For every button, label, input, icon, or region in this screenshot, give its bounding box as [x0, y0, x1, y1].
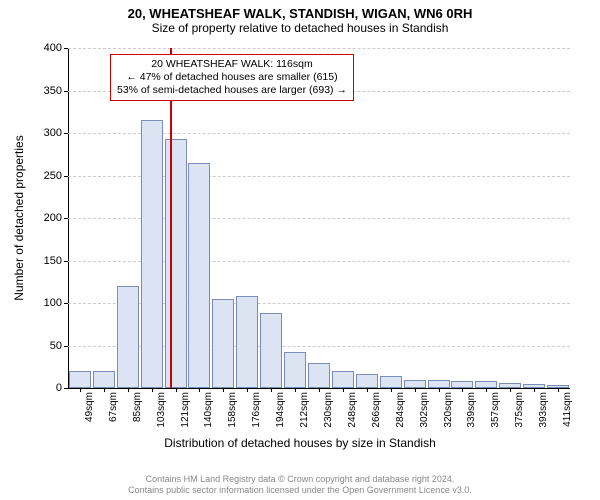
xtick-mark [462, 388, 463, 392]
xtick-label: 121sqm [180, 392, 191, 428]
bar [165, 139, 187, 388]
footer-line-2: Contains public sector information licen… [0, 485, 600, 496]
bar [141, 120, 163, 388]
gridline [68, 48, 570, 50]
xtick-label: 339sqm [466, 392, 477, 428]
bar [475, 381, 497, 388]
xtick-label: 248sqm [347, 392, 358, 428]
xtick-label: 375sqm [514, 392, 525, 428]
ytick-label: 200 [22, 212, 62, 224]
xtick-label: 176sqm [251, 392, 262, 428]
bar [404, 380, 426, 389]
bar [428, 380, 450, 389]
xtick-mark [343, 388, 344, 392]
bar [332, 371, 354, 388]
bar [212, 299, 234, 388]
xtick-label: 357sqm [490, 392, 501, 428]
xtick-label: 266sqm [371, 392, 382, 428]
xtick-label: 320sqm [443, 392, 454, 428]
ytick-label: 150 [22, 255, 62, 267]
xtick-mark [534, 388, 535, 392]
xtick-label: 411sqm [562, 392, 573, 427]
xtick-label: 393sqm [538, 392, 549, 428]
xtick-mark [128, 388, 129, 392]
chart-area: 05010015020025030035040049sqm67sqm85sqm1… [68, 48, 570, 388]
xtick-label: 103sqm [156, 392, 167, 428]
chart-title: 20, WHEATSHEAF WALK, STANDISH, WIGAN, WN… [0, 0, 600, 21]
xtick-label: 284sqm [395, 392, 406, 428]
annotation-line-1: 20 WHEATSHEAF WALK: 116sqm [117, 58, 347, 71]
ytick-label: 400 [22, 42, 62, 54]
xtick-mark [510, 388, 511, 392]
chart-subtitle: Size of property relative to detached ho… [0, 21, 600, 37]
xtick-mark [176, 388, 177, 392]
ytick-mark [64, 346, 68, 347]
xtick-mark [199, 388, 200, 392]
ytick-mark [64, 48, 68, 49]
ytick-label: 0 [22, 382, 62, 394]
xtick-label: 230sqm [323, 392, 334, 428]
footer-attribution: Contains HM Land Registry data © Crown c… [0, 474, 600, 497]
bar [117, 286, 139, 388]
bar [356, 374, 378, 388]
xtick-mark [486, 388, 487, 392]
bar [308, 363, 330, 389]
xtick-mark [247, 388, 248, 392]
ytick-mark [64, 261, 68, 262]
xtick-mark [295, 388, 296, 392]
annotation-line-3: 53% of semi-detached houses are larger (… [117, 84, 347, 97]
xtick-label: 212sqm [299, 392, 310, 428]
xtick-mark [415, 388, 416, 392]
footer-line-1: Contains HM Land Registry data © Crown c… [0, 474, 600, 485]
ytick-label: 300 [22, 127, 62, 139]
bar [284, 352, 306, 388]
bar [93, 371, 115, 388]
xtick-label: 49sqm [84, 392, 95, 422]
xtick-label: 85sqm [132, 392, 143, 422]
ytick-mark [64, 133, 68, 134]
bar [188, 163, 210, 388]
bar [260, 313, 282, 388]
xtick-mark [104, 388, 105, 392]
ytick-mark [64, 91, 68, 92]
xtick-label: 67sqm [108, 392, 119, 422]
annotation-line-2: ← 47% of detached houses are smaller (61… [117, 71, 347, 84]
xtick-mark [223, 388, 224, 392]
ytick-mark [64, 176, 68, 177]
xtick-mark [367, 388, 368, 392]
xtick-mark [271, 388, 272, 392]
ytick-mark [64, 218, 68, 219]
bar [380, 376, 402, 388]
xtick-label: 194sqm [275, 392, 286, 428]
x-axis-label: Distribution of detached houses by size … [0, 436, 600, 450]
bar [69, 371, 91, 388]
ytick-label: 50 [22, 340, 62, 352]
annotation-box: 20 WHEATSHEAF WALK: 116sqm ← 47% of deta… [110, 54, 354, 101]
xtick-mark [319, 388, 320, 392]
xtick-label: 140sqm [203, 392, 214, 428]
xtick-label: 302sqm [419, 392, 430, 428]
xtick-mark [152, 388, 153, 392]
bar [236, 296, 258, 388]
xtick-mark [80, 388, 81, 392]
ytick-label: 250 [22, 170, 62, 182]
ytick-mark [64, 303, 68, 304]
ytick-label: 100 [22, 297, 62, 309]
xtick-mark [558, 388, 559, 392]
xtick-mark [391, 388, 392, 392]
xtick-mark [439, 388, 440, 392]
ytick-label: 350 [22, 85, 62, 97]
xtick-label: 158sqm [227, 392, 238, 428]
bar [451, 381, 473, 388]
